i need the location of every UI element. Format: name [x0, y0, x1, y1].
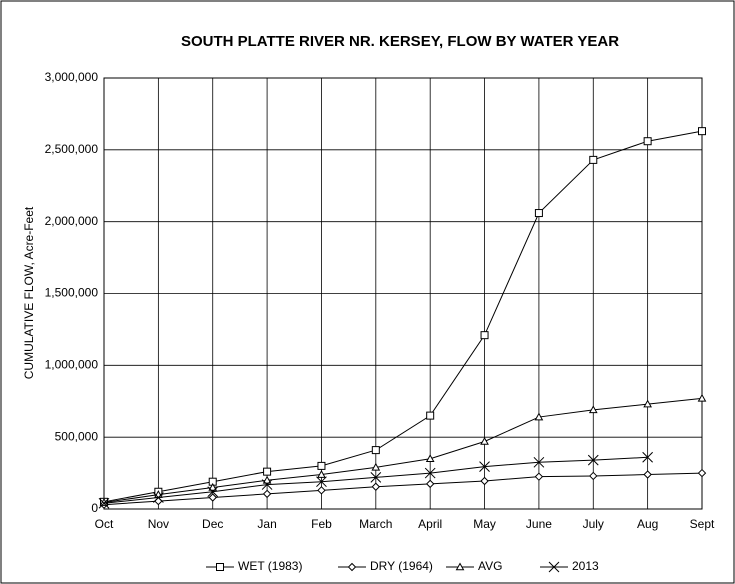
legend-label: DRY (1964) — [370, 559, 433, 573]
x-tick-label: May — [473, 517, 496, 531]
marker — [533, 456, 545, 468]
marker — [589, 155, 598, 164]
marker — [317, 461, 326, 470]
legend-marker — [347, 562, 357, 572]
x-tick-label: Feb — [311, 517, 332, 531]
marker — [589, 471, 598, 481]
marker — [425, 454, 435, 463]
x-tick-label: April — [418, 517, 442, 531]
marker — [534, 412, 544, 421]
marker — [480, 331, 489, 340]
marker — [262, 475, 272, 484]
y-tick-label: 500,000 — [55, 429, 99, 443]
marker — [698, 127, 706, 136]
marker — [262, 489, 272, 499]
legend-marker — [216, 563, 224, 571]
marker — [588, 405, 598, 414]
series-line — [103, 130, 703, 503]
marker — [425, 479, 435, 489]
marker — [697, 468, 707, 478]
marker — [534, 472, 544, 481]
marker — [263, 467, 272, 476]
legend-label: WET (1983) — [238, 559, 302, 573]
marker — [643, 137, 652, 146]
chart-title: SOUTH PLATTE RIVER NR. KERSEY, FLOW BY W… — [181, 33, 619, 50]
x-tick-label: Sept — [690, 517, 715, 531]
marker — [643, 399, 652, 408]
marker — [371, 462, 381, 471]
marker — [479, 461, 490, 472]
y-tick-label: 2,500,000 — [45, 142, 99, 156]
plot-area — [103, 77, 703, 510]
marker — [316, 476, 327, 488]
y-axis-label: CUMULATIVE FLOW, Acre-Feet — [22, 206, 36, 379]
x-tick-label: Aug — [637, 517, 658, 531]
legend-marker — [455, 562, 465, 571]
series-line — [103, 472, 703, 506]
series-line — [103, 397, 703, 504]
marker — [480, 476, 489, 486]
y-tick-label: 3,000,000 — [45, 70, 99, 84]
marker — [426, 411, 435, 420]
marker — [642, 451, 653, 463]
marker — [697, 393, 707, 402]
y-tick-label: 0 — [91, 501, 98, 515]
y-tick-label: 1,500,000 — [45, 286, 99, 300]
marker — [534, 209, 543, 218]
x-tick-label: March — [359, 517, 392, 531]
x-tick-label: Jan — [257, 517, 276, 531]
marker — [424, 467, 436, 479]
marker — [208, 493, 217, 502]
marker — [208, 482, 218, 491]
marker — [643, 470, 652, 479]
marker — [317, 486, 326, 495]
marker — [261, 479, 273, 490]
legend-label: AVG — [478, 559, 502, 573]
marker — [207, 486, 219, 498]
x-tick-label: Nov — [148, 517, 169, 531]
x-tick-label: Dec — [202, 517, 223, 531]
legend-label: 2013 — [572, 559, 599, 573]
marker — [317, 469, 326, 478]
marker — [371, 482, 381, 491]
marker — [98, 497, 110, 509]
y-tick-label: 1,000,000 — [45, 358, 99, 372]
marker — [370, 472, 382, 483]
marker — [371, 446, 380, 455]
x-tick-label: Oct — [95, 517, 114, 531]
x-tick-label: June — [526, 517, 552, 531]
legend-marker — [548, 561, 560, 573]
marker — [153, 492, 164, 503]
y-tick-label: 2,000,000 — [45, 214, 99, 228]
marker — [587, 454, 599, 466]
marker — [480, 436, 489, 445]
x-tick-label: July — [583, 517, 604, 531]
